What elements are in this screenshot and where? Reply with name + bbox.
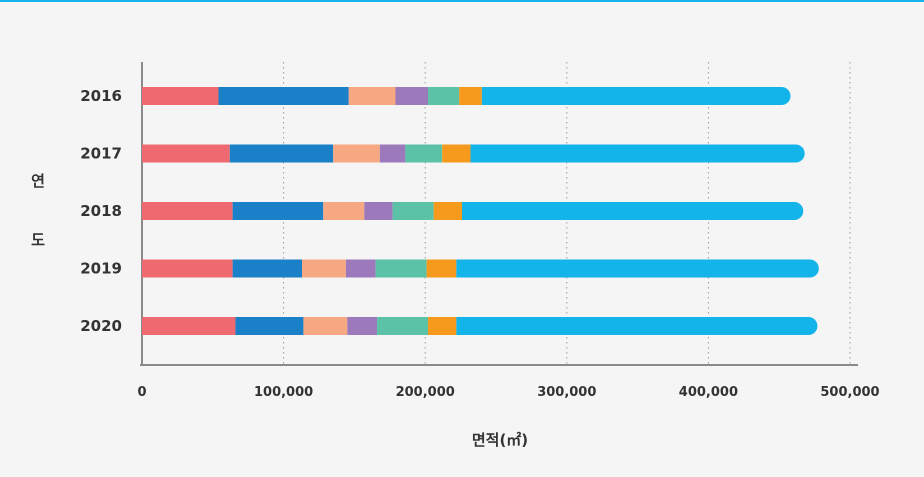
bar-segment xyxy=(462,202,804,220)
bar-segment xyxy=(395,87,429,105)
bar-segment xyxy=(302,259,346,278)
x-tick-label: 100,000 xyxy=(254,385,313,400)
bar-segment xyxy=(142,317,236,335)
bar-segment xyxy=(428,87,460,105)
bar-segment xyxy=(379,144,406,163)
bar-segment xyxy=(426,259,457,278)
bar-segment xyxy=(232,259,303,278)
bar-segment xyxy=(333,144,380,163)
bar-segment xyxy=(377,317,429,335)
bar-segment xyxy=(456,259,819,278)
bar-segment xyxy=(392,202,434,220)
x-tick-label: 400,000 xyxy=(679,385,738,400)
bar-segment xyxy=(433,202,463,220)
bar-segment xyxy=(142,144,230,163)
bar-segment xyxy=(442,144,471,163)
bar-segment xyxy=(142,202,233,220)
x-axis-label: 면적(㎡) xyxy=(472,431,528,449)
bar-segment xyxy=(229,144,334,163)
bar-segment xyxy=(456,317,818,335)
bar-segment xyxy=(375,259,427,278)
top-accent-line xyxy=(0,0,924,2)
bar-segment xyxy=(232,202,324,220)
x-tick-label: 300,000 xyxy=(537,385,596,400)
bar-segment xyxy=(303,317,348,335)
bar-segment xyxy=(348,87,396,105)
bar-segment xyxy=(470,144,805,163)
y-axis-label-char-2: 도 xyxy=(31,231,45,249)
y-axis-label-char-1: 연 xyxy=(31,172,45,190)
bar-segment xyxy=(364,202,393,220)
bar-segment xyxy=(481,87,791,105)
bar-segment xyxy=(142,87,219,105)
x-tick-label: 200,000 xyxy=(396,385,455,400)
y-tick-label: 2020 xyxy=(80,317,122,335)
y-tick-label: 2016 xyxy=(80,87,122,105)
bar-segment xyxy=(347,317,378,335)
bar-segment xyxy=(235,317,304,335)
x-tick-label: 0 xyxy=(137,385,146,400)
bar-segment xyxy=(459,87,482,105)
y-axis-label: 연 도 xyxy=(28,170,48,250)
y-tick-label: 2018 xyxy=(80,202,122,220)
y-tick-label: 2019 xyxy=(80,260,122,278)
bar-segment xyxy=(428,317,457,335)
bar-segment xyxy=(142,259,233,278)
bar-segment xyxy=(345,259,376,278)
bar-segment xyxy=(218,87,349,105)
x-tick-label: 500,000 xyxy=(820,385,879,400)
bar-segment xyxy=(323,202,365,220)
bar-segment xyxy=(405,144,443,163)
y-tick-label: 2017 xyxy=(80,145,122,163)
